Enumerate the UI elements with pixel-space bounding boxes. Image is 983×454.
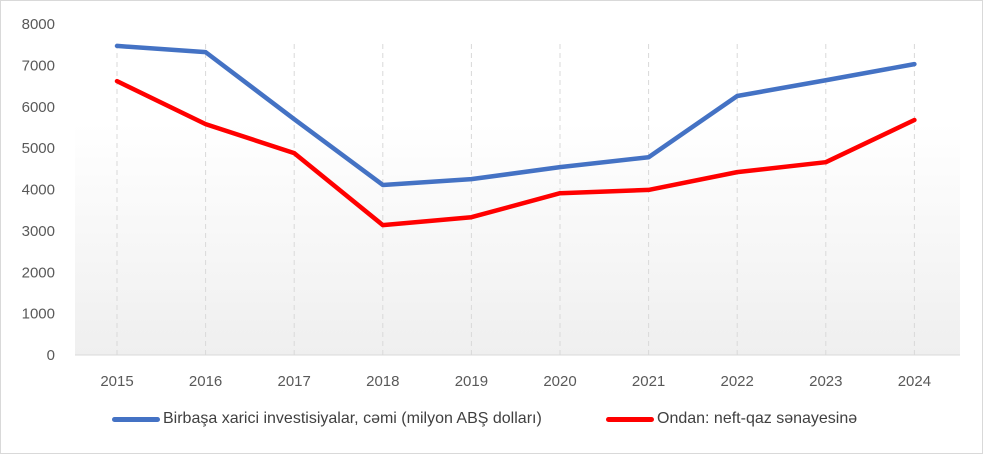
y-tick-label: 7000 (22, 57, 55, 74)
y-tick-label: 4000 (22, 182, 55, 199)
x-tick-label: 2017 (278, 373, 311, 390)
x-tick-label: 2023 (809, 373, 842, 390)
y-tick-label: 5000 (22, 140, 55, 157)
legend-item-total: Birbaşa xarici investisiyalar, cəmi (mil… (112, 410, 542, 428)
y-tick-label: 6000 (22, 99, 55, 116)
y-tick-label: 0 (47, 347, 55, 364)
legend-swatch-red (606, 416, 654, 422)
y-tick-label: 2000 (22, 264, 55, 281)
y-tick-label: 8000 (22, 16, 55, 33)
x-tick-label: 2024 (898, 373, 931, 390)
legend: Birbaşa xarici investisiyalar, cəmi (mil… (0, 410, 983, 434)
y-tick-label: 1000 (22, 306, 55, 323)
x-tick-label: 2019 (455, 373, 488, 390)
series-line-1 (114, 78, 917, 228)
x-tick-label: 2018 (366, 373, 399, 390)
y-tick-label: 3000 (22, 223, 55, 240)
legend-label: Ondan: neft-qaz sənayesinə (657, 410, 858, 427)
legend-swatch-blue (112, 416, 160, 422)
x-tick-label: 2022 (721, 373, 754, 390)
series-line-0 (114, 43, 917, 188)
x-tick-label: 2021 (632, 373, 665, 390)
plot-area (75, 24, 960, 355)
x-tick-label: 2020 (543, 373, 576, 390)
legend-label: Birbaşa xarici investisiyalar, cəmi (mil… (163, 410, 542, 427)
x-tick-label: 2015 (100, 373, 133, 390)
x-tick-label: 2016 (189, 373, 222, 390)
legend-item-oil-gas: Ondan: neft-qaz sənayesinə (606, 410, 857, 428)
